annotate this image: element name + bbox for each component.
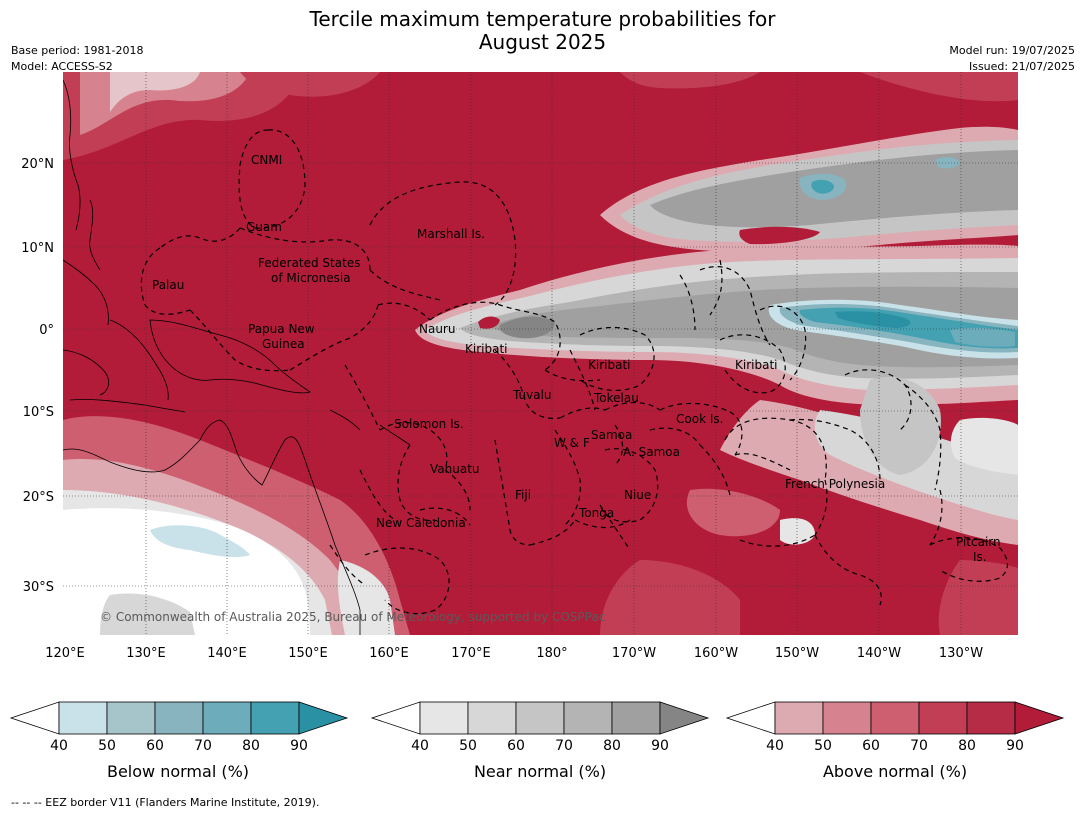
lon-tick: 150°E bbox=[288, 646, 328, 661]
label-palau: Palau bbox=[152, 278, 184, 292]
label-niue: Niue bbox=[624, 488, 651, 502]
latitude-ticks: 20°N 10°N 0° 10°S 20°S 30°S bbox=[21, 157, 54, 595]
lon-tick: 160°E bbox=[369, 646, 409, 661]
label-kiribati-west: Kiribati bbox=[465, 342, 507, 356]
label-fiji: Fiji bbox=[515, 488, 531, 502]
label-vanuatu: Vanuatu bbox=[430, 462, 480, 476]
lat-tick: 10°N bbox=[21, 241, 54, 256]
colorbar-tick: 80 bbox=[958, 738, 976, 754]
colorbar-tick: 40 bbox=[411, 738, 429, 754]
label-tuvalu: Tuvalu bbox=[512, 388, 552, 402]
colorbar-tick: 60 bbox=[146, 738, 164, 754]
colorbar-label-above: Above normal (%) bbox=[822, 762, 968, 781]
issued-date: Issued: 21/07/2025 bbox=[968, 60, 1075, 73]
eez-footnote: -- -- -- EEZ border V11 (Flanders Marine… bbox=[11, 796, 320, 809]
lon-tick: 140°W bbox=[857, 646, 901, 661]
probability-map: CNMI Guam Marshall Is. Federated States … bbox=[21, 72, 1018, 661]
colorbar-tick: 70 bbox=[555, 738, 573, 754]
colorbar-tick: 70 bbox=[910, 738, 928, 754]
lon-tick: 160°W bbox=[694, 646, 738, 661]
colorbar-tick: 80 bbox=[242, 738, 260, 754]
colorbar-label-near: Near normal (%) bbox=[473, 762, 607, 781]
lat-tick: 20°S bbox=[23, 490, 54, 505]
colorbar-tick: 50 bbox=[459, 738, 477, 754]
lat-tick: 20°N bbox=[21, 157, 54, 172]
colorbar-tick: 50 bbox=[814, 738, 832, 754]
lon-tick: 140°E bbox=[207, 646, 247, 661]
model-run: Model run: 19/07/2025 bbox=[949, 44, 1075, 57]
lon-tick: 180° bbox=[536, 646, 567, 661]
label-tokelau: Tokelau bbox=[593, 391, 639, 405]
base-period: Base period: 1981-2018 bbox=[11, 44, 144, 57]
colorbar-tick: 40 bbox=[766, 738, 784, 754]
label-marshall-islands: Marshall Is. bbox=[417, 227, 485, 241]
label-cook-islands: Cook Is. bbox=[676, 412, 723, 426]
eez-labels: CNMI Guam Marshall Is. Federated States … bbox=[152, 153, 1001, 564]
lat-tick: 30°S bbox=[23, 580, 54, 595]
label-fsm-line2: of Micronesia bbox=[271, 271, 351, 285]
lat-tick: 0° bbox=[39, 323, 54, 338]
label-png-line1: Papua New bbox=[248, 322, 315, 336]
lat-tick: 10°S bbox=[23, 405, 54, 420]
lon-tick: 170°W bbox=[612, 646, 656, 661]
label-tonga: Tonga bbox=[578, 506, 614, 520]
lon-tick: 130°W bbox=[939, 646, 983, 661]
colorbar-label-below: Below normal (%) bbox=[106, 762, 250, 781]
eez-borders bbox=[140, 129, 1009, 615]
lon-tick: 150°W bbox=[775, 646, 819, 661]
longitude-ticks: 120°E 130°E 140°E 150°E 160°E 170°E 180°… bbox=[45, 646, 983, 661]
colorbar-tick: 90 bbox=[290, 738, 308, 754]
label-american-samoa: A. Samoa bbox=[623, 445, 680, 459]
label-samoa: Samoa bbox=[591, 428, 632, 442]
colorbar-below-normal: 40 50 60 70 80 90 bbox=[9, 701, 349, 754]
colorbar-tick: 40 bbox=[50, 738, 68, 754]
label-fsm-line1: Federated States bbox=[258, 256, 360, 270]
label-solomon-islands: Solomon Is. bbox=[394, 417, 464, 431]
colorbar-tick: 90 bbox=[1006, 738, 1024, 754]
colorbar-tick: 60 bbox=[862, 738, 880, 754]
lon-tick: 170°E bbox=[451, 646, 491, 661]
colorbar-tick: 70 bbox=[194, 738, 212, 754]
colorbar-above-normal: 40 50 60 70 80 90 bbox=[725, 701, 1065, 754]
label-kiribati-central: Kiribati bbox=[588, 358, 630, 372]
label-kiribati-east: Kiribati bbox=[735, 358, 777, 372]
colorbar-near-normal: 40 50 60 70 80 90 bbox=[370, 701, 710, 754]
colorbar-tick: 80 bbox=[603, 738, 621, 754]
label-pitcairn-line1: Pitcairn bbox=[956, 535, 1001, 549]
label-pitcairn-line2: Is. bbox=[973, 550, 987, 564]
colorbar-tick: 60 bbox=[507, 738, 525, 754]
copyright-note: © Commonwealth of Australia 2025, Bureau… bbox=[100, 610, 605, 624]
label-guam: Guam bbox=[246, 220, 282, 234]
colorbar-tick: 50 bbox=[98, 738, 116, 754]
colorbars: 40 50 60 70 80 90 40 50 60 70 80 90 40 5… bbox=[9, 701, 1065, 754]
label-new-caledonia: New Caledonia bbox=[376, 516, 466, 530]
model-name: Model: ACCESS-S2 bbox=[11, 60, 113, 73]
lon-tick: 120°E bbox=[45, 646, 85, 661]
colorbar-tick: 90 bbox=[651, 738, 669, 754]
label-png-line2: Guinea bbox=[262, 337, 305, 351]
chart-title-line1: Tercile maximum temperature probabilitie… bbox=[309, 7, 776, 31]
label-wallis-futuna: W & F bbox=[554, 436, 590, 450]
label-cnmi: CNMI bbox=[251, 153, 282, 167]
label-french-polynesia: French Polynesia bbox=[785, 477, 885, 491]
lon-tick: 130°E bbox=[126, 646, 166, 661]
chart-title-line2: August 2025 bbox=[478, 30, 607, 54]
label-nauru: Nauru bbox=[419, 322, 455, 336]
